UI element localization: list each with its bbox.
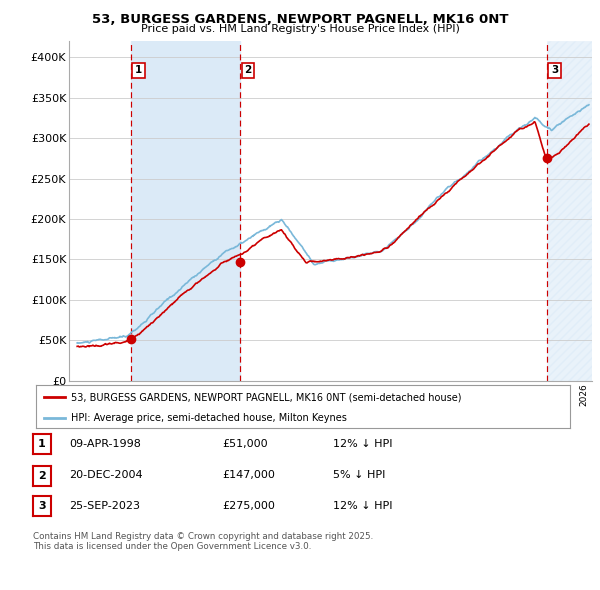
Text: 25-SEP-2023: 25-SEP-2023 (69, 501, 140, 510)
Text: 53, BURGESS GARDENS, NEWPORT PAGNELL, MK16 0NT: 53, BURGESS GARDENS, NEWPORT PAGNELL, MK… (92, 13, 508, 26)
Text: 09-APR-1998: 09-APR-1998 (69, 439, 141, 448)
Text: 2: 2 (38, 471, 46, 480)
Text: HPI: Average price, semi-detached house, Milton Keynes: HPI: Average price, semi-detached house,… (71, 414, 347, 424)
Text: This data is licensed under the Open Government Licence v3.0.: This data is licensed under the Open Gov… (33, 542, 311, 550)
Text: 20-DEC-2004: 20-DEC-2004 (69, 470, 143, 480)
Text: 2: 2 (244, 65, 251, 75)
Bar (131, 41, 240, 381)
Bar (547, 41, 592, 381)
Text: 3: 3 (38, 502, 46, 511)
Text: Price paid vs. HM Land Registry's House Price Index (HPI): Price paid vs. HM Land Registry's House … (140, 24, 460, 34)
Text: 5% ↓ HPI: 5% ↓ HPI (333, 470, 385, 480)
Text: 3: 3 (551, 65, 558, 75)
Text: 1: 1 (38, 440, 46, 449)
Text: Contains HM Land Registry data © Crown copyright and database right 2025.: Contains HM Land Registry data © Crown c… (33, 532, 373, 541)
Text: £275,000: £275,000 (222, 501, 275, 510)
Text: 53, BURGESS GARDENS, NEWPORT PAGNELL, MK16 0NT (semi-detached house): 53, BURGESS GARDENS, NEWPORT PAGNELL, MK… (71, 392, 461, 402)
Text: £51,000: £51,000 (222, 439, 268, 448)
Text: £147,000: £147,000 (222, 470, 275, 480)
Text: 1: 1 (135, 65, 142, 75)
Text: 12% ↓ HPI: 12% ↓ HPI (333, 501, 392, 510)
Text: 12% ↓ HPI: 12% ↓ HPI (333, 439, 392, 448)
